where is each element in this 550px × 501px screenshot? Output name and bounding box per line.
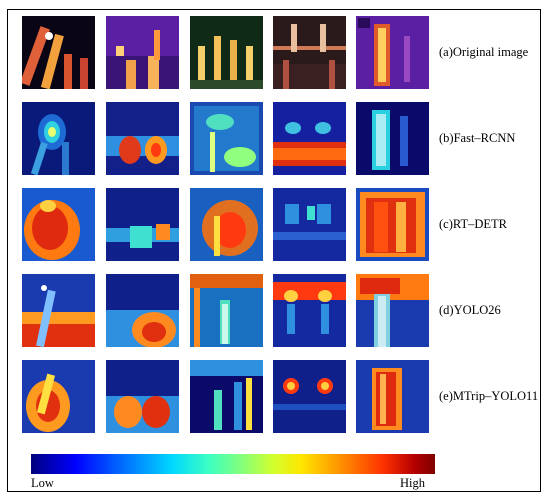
figure-frame: (a)Original image	[7, 9, 541, 492]
heatmap-fast-rcnn-4	[273, 102, 346, 175]
colorbar-low-label: Low	[31, 476, 54, 490]
row-label-fast-rcnn: (b)Fast–RCNN	[439, 131, 516, 145]
heatmap-mtrip-yolo11-3	[190, 360, 263, 433]
heatmap-yolo26-2	[106, 274, 179, 347]
original-image-2	[106, 16, 179, 89]
heatmap-yolo26-1	[22, 274, 95, 347]
heatmap-mtrip-yolo11-5	[356, 360, 429, 433]
heatmap-rt-detr-1	[22, 188, 95, 261]
original-image-5	[356, 16, 429, 89]
original-image-4	[273, 16, 346, 89]
heatmap-fast-rcnn-1	[22, 102, 95, 175]
colorbar	[31, 454, 435, 474]
original-image-1	[22, 16, 95, 89]
row-label-rt-detr: (c)RT–DETR	[439, 217, 507, 231]
heatmap-rt-detr-4	[273, 188, 346, 261]
heatmap-yolo26-5	[356, 274, 429, 347]
heatmap-mtrip-yolo11-2	[106, 360, 179, 433]
heatmap-fast-rcnn-3	[190, 102, 263, 175]
heatmap-rt-detr-5	[356, 188, 429, 261]
heatmap-fast-rcnn-2	[106, 102, 179, 175]
heatmap-fast-rcnn-5	[356, 102, 429, 175]
heatmap-mtrip-yolo11-4	[273, 360, 346, 433]
heatmap-yolo26-3	[190, 274, 263, 347]
original-image-3	[190, 16, 263, 89]
colorbar-high-label: High	[400, 476, 425, 490]
heatmap-rt-detr-3	[190, 188, 263, 261]
row-label-mtrip-yolo11: (e)MTrip–YOLO11	[439, 389, 539, 403]
row-label-original: (a)Original image	[439, 45, 529, 59]
heatmap-yolo26-4	[273, 274, 346, 347]
row-label-yolo26: (d)YOLO26	[439, 303, 501, 317]
heatmap-mtrip-yolo11-1	[22, 360, 95, 433]
heatmap-rt-detr-2	[106, 188, 179, 261]
